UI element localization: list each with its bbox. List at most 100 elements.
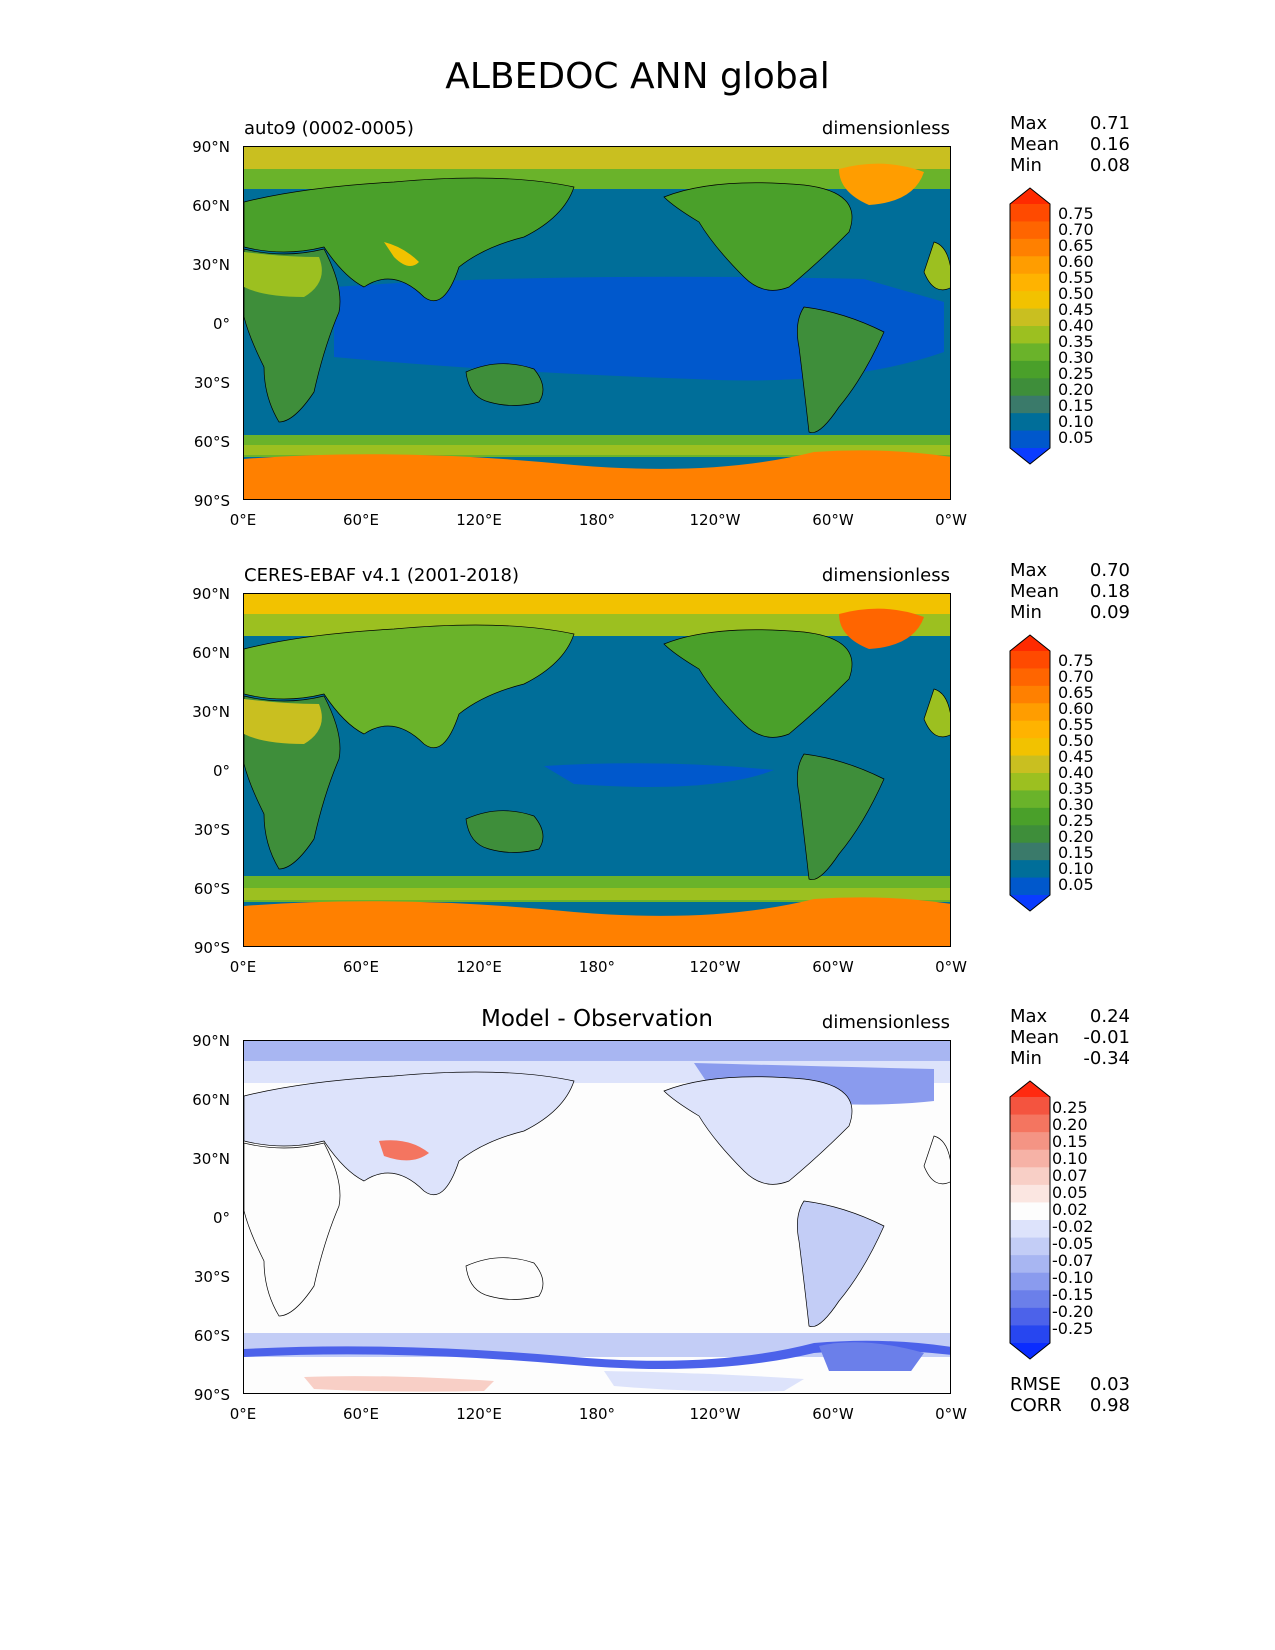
colorbar-segment bbox=[1010, 738, 1050, 757]
panel-1-lon-label-120w: 120°W bbox=[689, 511, 741, 529]
panel-3-units: dimensionless bbox=[821, 1012, 950, 1033]
panel-1-lon-label-120e: 120°E bbox=[456, 511, 502, 529]
panel-3-lat-label-60n: 60°N bbox=[192, 1091, 230, 1109]
panel-3-lon-label-180: 180° bbox=[578, 1405, 616, 1423]
colorbar-extend-top bbox=[1010, 188, 1050, 204]
panel-3-lon-label-0e: 0°E bbox=[229, 1405, 257, 1423]
panel-1-lat-label-60s: 60°S bbox=[193, 433, 230, 451]
colorbar-extend-bottom bbox=[1010, 448, 1050, 464]
panel-3-colorbar-svg bbox=[1009, 1080, 1051, 1360]
colorbar-segment bbox=[1010, 413, 1050, 432]
colorbar-segment bbox=[1010, 1220, 1050, 1239]
panel-3-cb-label: 0.02 bbox=[1052, 1200, 1088, 1219]
panel-3-lat-label-eq: 0° bbox=[212, 1209, 230, 1227]
colorbar-segment bbox=[1010, 877, 1050, 896]
panel-3-map-svg bbox=[244, 1041, 950, 1393]
panel-2-cb-label: 0.25 bbox=[1058, 811, 1094, 830]
panel-1-colorbar bbox=[1008, 186, 1052, 466]
panel-2-mean-value: 0.18 bbox=[1089, 581, 1130, 602]
colorbar-segment bbox=[1010, 395, 1050, 414]
panel-2-map bbox=[243, 593, 951, 947]
panel-1-cb-label: 0.20 bbox=[1058, 380, 1094, 399]
colorbar-segment bbox=[1010, 755, 1050, 774]
panel-1-lat-label-eq: 0° bbox=[212, 315, 230, 333]
panel-2-max-value: 0.70 bbox=[1089, 560, 1130, 581]
panel-3-cb-label: 0.20 bbox=[1052, 1115, 1088, 1134]
panel-1-mean-value: 0.16 bbox=[1089, 134, 1130, 155]
panel-2-cb-label: 0.60 bbox=[1058, 699, 1094, 718]
panel-3-lon-label-60w: 60°W bbox=[812, 1405, 854, 1423]
panel-2-cb-label: 0.45 bbox=[1058, 747, 1094, 766]
panel-1-mean-label: Mean bbox=[1010, 134, 1060, 155]
colorbar-segment bbox=[1010, 360, 1050, 379]
colorbar-segment bbox=[1010, 238, 1050, 257]
panel-1-min-label: Min bbox=[1010, 155, 1042, 176]
colorbar-segment bbox=[1010, 1167, 1050, 1186]
panel-3-cb-label: -0.02 bbox=[1052, 1217, 1094, 1236]
panel-3-colorbar bbox=[1008, 1079, 1052, 1361]
panel-3-cb-label: -0.07 bbox=[1052, 1251, 1094, 1270]
colorbar-segment bbox=[1010, 273, 1050, 292]
panel-2-colorbar-labels: 0.75 0.70 0.65 0.60 0.55 0.50 0.45 0.40 … bbox=[1058, 653, 1094, 893]
colorbar-segment bbox=[1010, 1325, 1050, 1344]
panel-1-colorbar-labels: 0.75 0.70 0.65 0.60 0.55 0.50 0.45 0.40 … bbox=[1058, 206, 1094, 446]
panel-3-min-label: Min bbox=[1010, 1048, 1042, 1069]
panel-1-cb-label: 0.60 bbox=[1058, 252, 1094, 271]
panel-2-cb-label: 0.70 bbox=[1058, 667, 1094, 686]
panel-3-max-label: Max bbox=[1010, 1006, 1048, 1027]
panel-2-cb-label: 0.15 bbox=[1058, 843, 1094, 862]
colorbar-extend-bottom bbox=[1010, 1343, 1050, 1359]
panel-3-lat-label-90n: 90°N bbox=[192, 1032, 230, 1050]
panel-2-lat-label-30s: 30°S bbox=[193, 821, 230, 839]
panel-3-cb-label: -0.15 bbox=[1052, 1285, 1094, 1304]
panel-2-units: dimensionless bbox=[821, 565, 950, 586]
panel-2-cb-label: 0.40 bbox=[1058, 763, 1094, 782]
panel-3-lon-label-120e: 120°E bbox=[456, 1405, 502, 1423]
colorbar-segment bbox=[1010, 378, 1050, 397]
panel-3-cb-label: 0.05 bbox=[1052, 1183, 1088, 1202]
panel-2-lat-label-90n: 90°N bbox=[192, 585, 230, 603]
colorbar-segment bbox=[1010, 430, 1050, 449]
colorbar-segment bbox=[1010, 842, 1050, 861]
panel-2-cb-label: 0.65 bbox=[1058, 683, 1094, 702]
panel-2-lat-label-60n: 60°N bbox=[192, 644, 230, 662]
colorbar-outline bbox=[1009, 634, 1051, 912]
colorbar-segment bbox=[1010, 685, 1050, 704]
panel-3-cb-label: 0.25 bbox=[1052, 1098, 1088, 1117]
panel-3-cb-label: -0.20 bbox=[1052, 1302, 1094, 1321]
panel-2-mean-label: Mean bbox=[1010, 581, 1060, 602]
panel-1-colorbar-svg bbox=[1009, 187, 1051, 465]
panel-3-rmse-value: 0.03 bbox=[1089, 1374, 1130, 1395]
colorbar-outline bbox=[1009, 1080, 1051, 1360]
panel-3-title: Model - Observation bbox=[480, 1006, 714, 1032]
panel-2-lon-label-60w: 60°W bbox=[812, 958, 854, 976]
colorbar-segment bbox=[1010, 256, 1050, 275]
panel-1-map-svg bbox=[244, 147, 950, 499]
panel-3-min-value: -0.34 bbox=[1083, 1048, 1130, 1069]
panel-2-cb-label: 0.05 bbox=[1058, 875, 1094, 894]
colorbar-segment bbox=[1010, 343, 1050, 362]
panel-1-title: auto9 (0002-0005) bbox=[244, 118, 414, 139]
panel-3-lat-label-30s: 30°S bbox=[193, 1268, 230, 1286]
panel-1-cb-label: 0.05 bbox=[1058, 428, 1094, 447]
colorbar-segment bbox=[1010, 807, 1050, 826]
colorbar-segment bbox=[1010, 703, 1050, 722]
panel-1-cb-label: 0.75 bbox=[1058, 204, 1094, 223]
colorbar-segment bbox=[1010, 1184, 1050, 1203]
panel-1-units: dimensionless bbox=[821, 118, 950, 139]
panel-2-cb-label: 0.75 bbox=[1058, 651, 1094, 670]
panel-1-max-label: Max bbox=[1010, 113, 1048, 134]
panel-2-cb-label: 0.50 bbox=[1058, 731, 1094, 750]
panel-1-lat-label-90s: 90°S bbox=[193, 492, 230, 510]
colorbar-segment bbox=[1010, 668, 1050, 687]
panel-3-mean-value: -0.01 bbox=[1083, 1027, 1130, 1048]
colorbar-segment bbox=[1010, 773, 1050, 791]
colorbar-segment bbox=[1010, 825, 1050, 844]
panel-2-max-label: Max bbox=[1010, 560, 1048, 581]
colorbar-segment bbox=[1010, 221, 1050, 240]
panel-1-lon-label-180: 180° bbox=[578, 511, 616, 529]
panel-1-lat-label-30n: 30°N bbox=[192, 256, 230, 274]
panel-1-map bbox=[243, 146, 951, 500]
colorbar-segment bbox=[1010, 204, 1050, 222]
colorbar-segment bbox=[1010, 1290, 1050, 1309]
